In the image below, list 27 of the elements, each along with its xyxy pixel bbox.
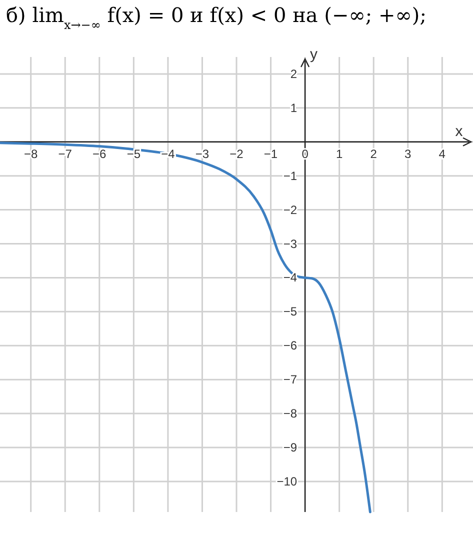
chart-title: б) lim$_{x→−∞}$ f(x) = 0 и f(x) < 0 на (−∞; +∞); [6,3,426,32]
y-tick-label: −3 [283,236,298,251]
y-tick-label: 2 [290,66,298,81]
x-axis-title: x [455,122,464,140]
y-tick-label: −4 [283,270,298,285]
x-tick-label: 4 [438,146,446,161]
y-tick-label: −2 [283,202,298,217]
x-tick-label: −1 [264,146,278,161]
y-tick-label: 1 [290,100,298,115]
y-axis-title: y [310,46,318,63]
x-tick-label: 3 [404,146,412,161]
y-tick-label: −5 [283,304,298,319]
y-tick-label: −8 [283,406,298,421]
x-tick-label: −3 [195,146,210,161]
x-tick-label: −6 [92,146,107,161]
y-tick-label: −6 [283,338,298,353]
y-tick-label: −7 [283,372,298,387]
x-tick-label: 1 [336,146,343,161]
line-series [0,142,372,514]
x-tick-label: −8 [24,146,38,161]
x-tick-label: 2 [370,146,378,161]
y-tick-label: −1 [283,168,298,183]
x-tick-label: −2 [230,146,244,161]
y-tick-label: −9 [283,440,298,454]
x-tick-label: −7 [58,146,72,161]
y-tick-label: −10 [276,474,298,488]
x-tick-label: −5 [126,146,141,161]
